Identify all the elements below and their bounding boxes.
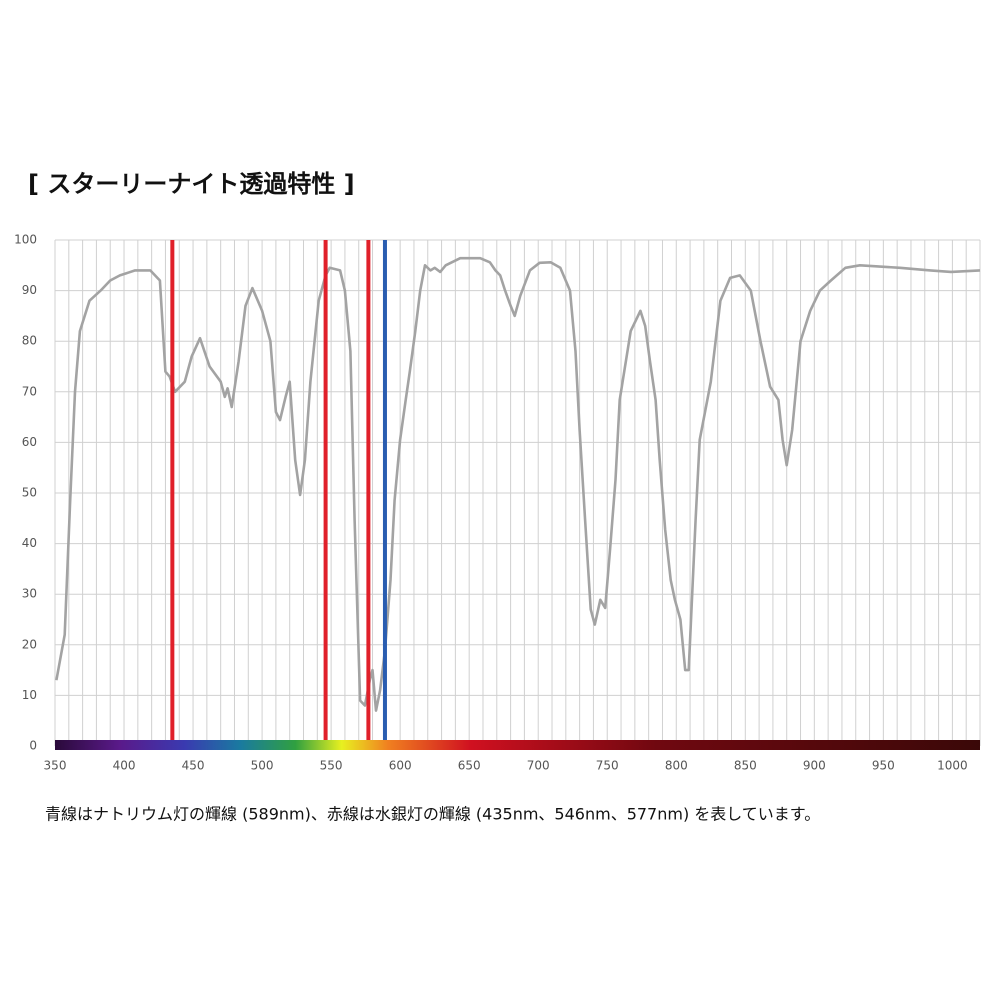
caption: 青線はナトリウム灯の輝線 (589nm)、赤線は水銀灯の輝線 (435nm、54…	[45, 805, 820, 824]
chart-title: [ スターリーナイト透過特性 ]	[28, 170, 355, 198]
y-tick-label: 20	[22, 637, 37, 651]
x-tick-label: 500	[251, 759, 274, 773]
y-tick-label: 0	[29, 739, 37, 753]
y-tick-label: 70	[22, 384, 37, 398]
x-tick-label: 550	[320, 759, 343, 773]
x-tick-label: 650	[458, 759, 481, 773]
y-tick-label: 50	[22, 486, 37, 500]
spectrum-bar	[55, 740, 980, 750]
x-tick-label: 900	[803, 759, 826, 773]
x-tick-label: 1000	[937, 759, 968, 773]
x-tick-label: 400	[113, 759, 136, 773]
y-tick-label: 10	[22, 688, 37, 702]
y-tick-label: 80	[22, 334, 37, 348]
x-tick-label: 350	[44, 759, 67, 773]
x-tick-label: 800	[665, 759, 688, 773]
x-tick-label: 700	[527, 759, 550, 773]
y-tick-label: 90	[22, 283, 37, 297]
y-tick-label: 100	[14, 233, 37, 247]
x-tick-label: 950	[872, 759, 895, 773]
y-tick-label: 40	[22, 536, 37, 550]
transmission-line	[55, 256, 981, 712]
x-tick-label: 450	[182, 759, 205, 773]
x-tick-label: 750	[596, 759, 619, 773]
x-tick-label: 600	[389, 759, 412, 773]
x-tick-label: 850	[734, 759, 757, 773]
y-tick-label: 30	[22, 587, 37, 601]
y-tick-label: 60	[22, 435, 37, 449]
